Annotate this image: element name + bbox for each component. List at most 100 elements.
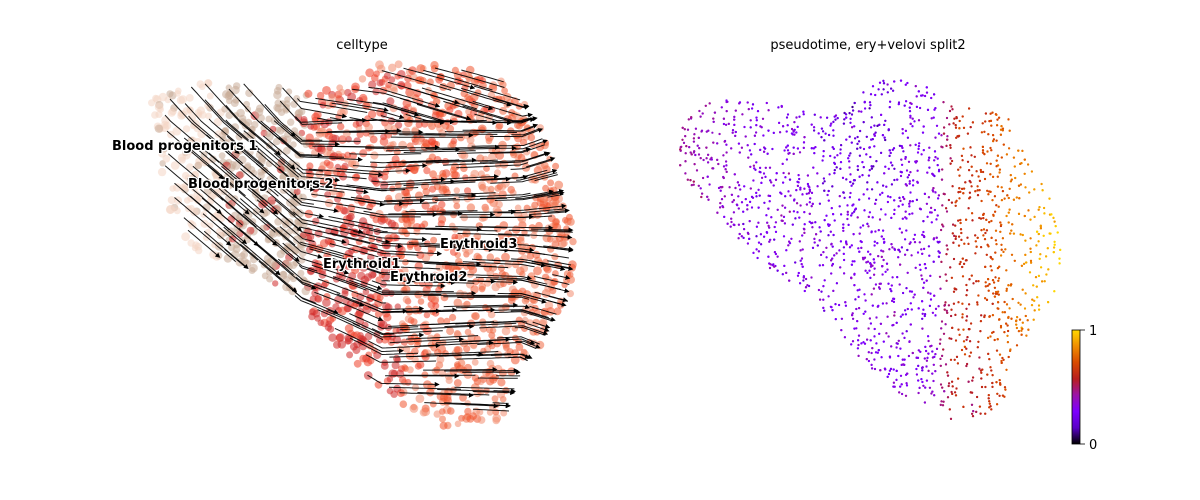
cell-point xyxy=(954,126,958,129)
cell-point xyxy=(158,92,168,102)
velocity-streamline xyxy=(490,172,558,184)
cell-point xyxy=(981,149,985,152)
cell-point xyxy=(1059,248,1062,251)
cell-point xyxy=(759,233,763,236)
cell-point xyxy=(831,245,834,248)
cell-point xyxy=(853,210,856,213)
cell-point xyxy=(1008,187,1011,190)
cell-point xyxy=(1008,147,1011,150)
cell-point xyxy=(755,248,758,251)
velocity-streamline xyxy=(387,159,460,164)
cell-point xyxy=(1011,297,1014,301)
cell-point xyxy=(433,98,441,105)
velocity-streamline xyxy=(529,211,566,216)
cell-point xyxy=(939,403,942,406)
cell-point xyxy=(798,177,801,181)
cell-point xyxy=(985,162,989,165)
cell-point xyxy=(204,79,213,88)
cell-point xyxy=(940,260,943,263)
cell-point xyxy=(969,351,973,354)
velocity-streamline xyxy=(434,67,505,88)
cell-point xyxy=(830,306,833,309)
cell-point xyxy=(497,264,505,272)
cell-point xyxy=(532,250,541,259)
cell-point xyxy=(371,177,379,185)
cell-point xyxy=(1037,240,1040,243)
cell-point xyxy=(794,217,797,220)
cell-point xyxy=(566,290,575,298)
cell-point xyxy=(1004,248,1007,251)
cell-point xyxy=(971,415,975,418)
velocity-streamline xyxy=(279,213,347,244)
cell-point xyxy=(302,141,310,149)
velocity-streamline xyxy=(296,178,369,195)
cell-point xyxy=(931,390,934,393)
cell-point xyxy=(995,204,998,207)
cell-point xyxy=(976,301,979,304)
cell-point xyxy=(684,135,687,138)
cell-point xyxy=(1053,246,1056,249)
cell-point xyxy=(856,216,859,219)
cell-point xyxy=(875,342,878,345)
velocity-streamline xyxy=(300,226,371,245)
cell-point xyxy=(808,201,811,204)
cell-point xyxy=(970,154,973,157)
cell-point xyxy=(692,140,696,143)
velocity-streamline xyxy=(329,232,403,249)
cell-point xyxy=(918,241,921,244)
velocity-streamline xyxy=(462,105,533,122)
cell-point xyxy=(980,170,983,173)
cell-point xyxy=(783,149,786,152)
cell-point xyxy=(987,394,990,397)
cell-point xyxy=(943,308,946,311)
velocity-streamline xyxy=(225,119,281,168)
velocity-streamline xyxy=(192,165,250,215)
cell-point xyxy=(712,117,715,120)
cell-point xyxy=(272,280,279,287)
velocity-streamline xyxy=(279,100,343,125)
cell-point xyxy=(908,180,911,183)
cell-point xyxy=(761,176,764,179)
cell-point xyxy=(1043,206,1046,210)
cell-point xyxy=(940,400,943,403)
cell-point xyxy=(1000,156,1003,159)
velocity-streamline xyxy=(334,327,404,354)
cell-point xyxy=(1007,118,1010,121)
cell-point xyxy=(850,184,853,187)
cell-point xyxy=(347,212,355,221)
cell-point xyxy=(376,79,384,87)
cell-point xyxy=(215,227,225,236)
cell-point xyxy=(1013,165,1016,168)
cell-point xyxy=(682,141,686,144)
cell-point xyxy=(932,363,935,366)
velocity-streamline xyxy=(548,295,569,302)
cell-point xyxy=(306,162,314,170)
cell-point xyxy=(257,171,265,180)
cell-point xyxy=(947,198,951,202)
cell-point xyxy=(464,328,472,336)
cell-point xyxy=(785,249,788,252)
cell-point xyxy=(770,181,773,184)
cell-point xyxy=(514,204,522,212)
cell-point xyxy=(987,289,990,292)
cell-point xyxy=(749,187,752,190)
cell-point xyxy=(372,292,381,302)
velocity-streamline xyxy=(317,217,388,233)
cell-point xyxy=(904,210,907,213)
cell-point xyxy=(699,187,702,190)
cell-point xyxy=(1003,311,1007,314)
cell-point xyxy=(848,135,851,138)
cell-point xyxy=(479,324,488,333)
cell-point xyxy=(930,117,933,120)
cell-point xyxy=(939,338,942,341)
cell-point xyxy=(982,170,985,174)
cell-point xyxy=(346,351,354,359)
cell-point xyxy=(884,165,887,168)
velocity-streamline xyxy=(365,354,437,363)
cell-point xyxy=(379,137,389,146)
cell-point xyxy=(304,89,313,98)
cell-point xyxy=(439,393,448,402)
cell-point xyxy=(1005,287,1008,290)
cell-point xyxy=(940,134,943,137)
cell-point xyxy=(996,403,999,406)
